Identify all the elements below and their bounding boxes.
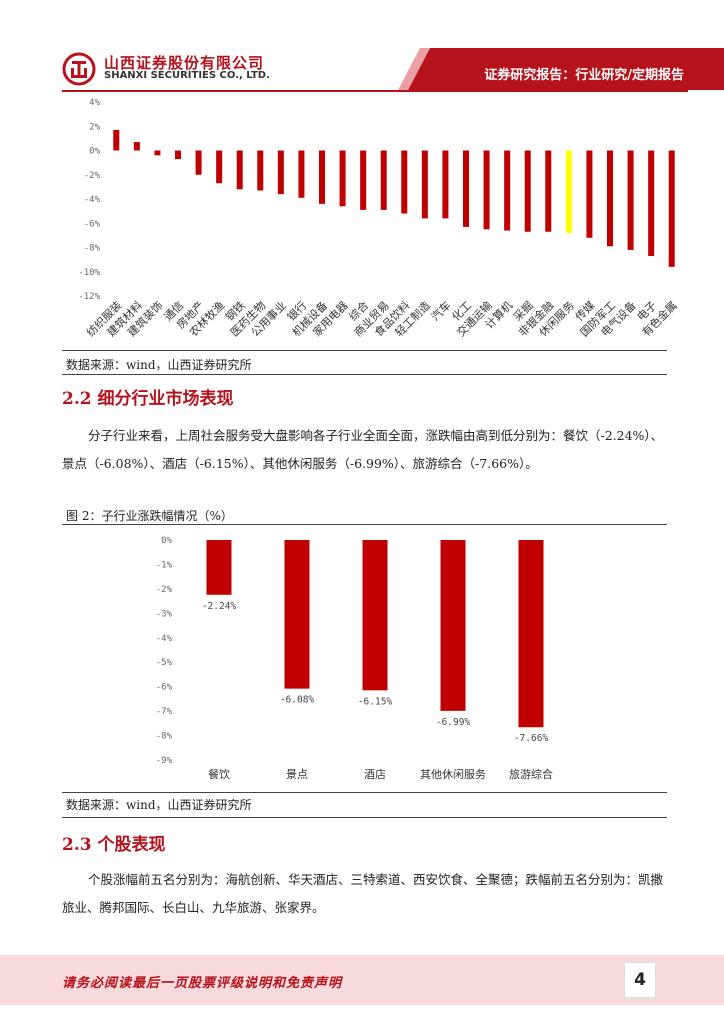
bar-16 [421, 150, 428, 219]
category-label: 景点 [286, 768, 308, 781]
bar-23 [565, 150, 572, 233]
bar-26 [627, 150, 634, 250]
industry-performance-chart: 4%2%0%-2%-4%-6%-8%-10%-12%纺织服装建筑材料建筑装饰通信… [78, 98, 680, 339]
category-label: 其他休闲服务 [420, 767, 486, 781]
bar-酒店 [362, 540, 388, 691]
category-label: 汽车 [428, 298, 453, 323]
chart1-source: 数据来源：wind，山西证券研究所 [66, 358, 252, 372]
figure-2-mid-rule [62, 792, 667, 793]
bar-12 [339, 150, 346, 207]
header-band [398, 48, 724, 90]
data-label: -6.15% [358, 696, 393, 707]
y-tick-label: 2% [89, 122, 100, 132]
y-tick-label: -2% [156, 585, 173, 595]
bar-18 [463, 150, 469, 227]
bar-餐饮 [206, 540, 232, 595]
bar-20 [504, 150, 511, 231]
bar-17 [442, 150, 449, 219]
bar-3 [154, 150, 161, 156]
data-label: -2.24% [202, 601, 237, 612]
y-tick-label: 4% [89, 98, 100, 108]
footer-band [0, 955, 724, 1005]
section-2-3-title: 2.3 个股表现 [62, 835, 166, 855]
category-label: 旅游综合 [509, 767, 553, 781]
bar-11 [319, 150, 325, 204]
figure-2-caption: 图 2：子行业涨跌幅情况（%） [66, 509, 233, 523]
data-label: -6.99% [436, 717, 471, 728]
bar-9 [277, 150, 284, 195]
y-tick-label: -10% [78, 268, 100, 278]
chart2-source: 数据来源：wind，山西证券研究所 [66, 798, 252, 812]
company-name-cn: 山西证券股份有限公司 [104, 54, 265, 72]
company-name-en: SHANXI SECURITIES CO., LTD. [104, 70, 270, 81]
subindustry-performance-chart: 0% -1% -2% -3% -4% -5% -6% -7% -8% -9% -2.24% 餐饮 -6.… [156, 536, 553, 781]
y-tick-label: -8% [156, 732, 173, 742]
footer-disclaimer: 请务必阅读最后一页股票评级说明和免责声明 [62, 976, 343, 991]
bar-7 [236, 150, 243, 190]
section-2-2-paragraph: 分子行业来看，上周社会服务受大盘影响各子行业全面全面，涨跌幅由高到低分别为：餐饮… [62, 428, 664, 471]
bar-25 [607, 150, 613, 247]
bar-5 [195, 150, 202, 175]
bar-4 [175, 150, 181, 159]
y-tick-label: -2% [84, 171, 101, 181]
chart1-bottom-rule [62, 374, 667, 375]
bar-21 [524, 150, 531, 232]
y-tick-label: -4% [156, 634, 173, 644]
section-2-3-paragraph: 个股涨幅前五名分别为：海航创新、华天酒店、三特索道、西安饮食、全聚德；跌幅前五名… [62, 872, 664, 915]
y-tick-label: 0% [161, 536, 172, 546]
bar-13 [360, 150, 367, 210]
y-tick-label: -8% [84, 244, 101, 254]
y-tick-label: -9% [156, 756, 173, 766]
category-label: 酒店 [364, 767, 386, 781]
bar-景点 [284, 540, 310, 689]
bar-14 [380, 150, 387, 210]
y-tick-label: -5% [156, 658, 173, 668]
company-logo-icon [62, 52, 96, 86]
bar-1 [113, 129, 120, 151]
y-tick-label: -3% [156, 609, 173, 619]
figure-2-top-rule [62, 524, 667, 525]
bar-28 [668, 150, 675, 267]
bar-2 [133, 142, 140, 151]
header-divider [62, 90, 688, 92]
bar-24 [586, 150, 593, 238]
bar-15 [401, 150, 408, 214]
y-tick-label: 0% [89, 147, 100, 157]
y-tick-label: -6% [84, 219, 101, 229]
page-header: 山西证券股份有限公司 SHANXI SECURITIES CO., LTD. 证… [0, 0, 724, 94]
bar-19 [483, 150, 490, 230]
bar-22 [545, 150, 552, 232]
section-2-2-title: 2.2 细分行业市场表现 [62, 389, 234, 409]
data-label: -7.66% [514, 733, 549, 744]
y-tick-label: -4% [84, 195, 101, 205]
data-label: -6.08% [280, 695, 315, 706]
bar-旅游综合 [518, 540, 544, 728]
category-label: 餐饮 [208, 767, 230, 781]
chart1-top-rule [62, 350, 667, 351]
page-number: 4 [624, 962, 656, 998]
y-tick-label: -12% [78, 292, 100, 302]
bar-6 [216, 150, 223, 184]
bar-10 [298, 150, 305, 198]
bar-其他休闲服务 [440, 540, 466, 711]
y-tick-label: -7% [156, 707, 173, 717]
bar-8 [257, 150, 264, 191]
y-tick-label: -6% [156, 683, 173, 693]
figure-2-bottom-rule [62, 817, 667, 818]
report-type-title: 证券研究报告：行业研究/定期报告 [484, 68, 684, 83]
bar-27 [648, 150, 655, 256]
y-tick-label: -1% [156, 560, 173, 570]
